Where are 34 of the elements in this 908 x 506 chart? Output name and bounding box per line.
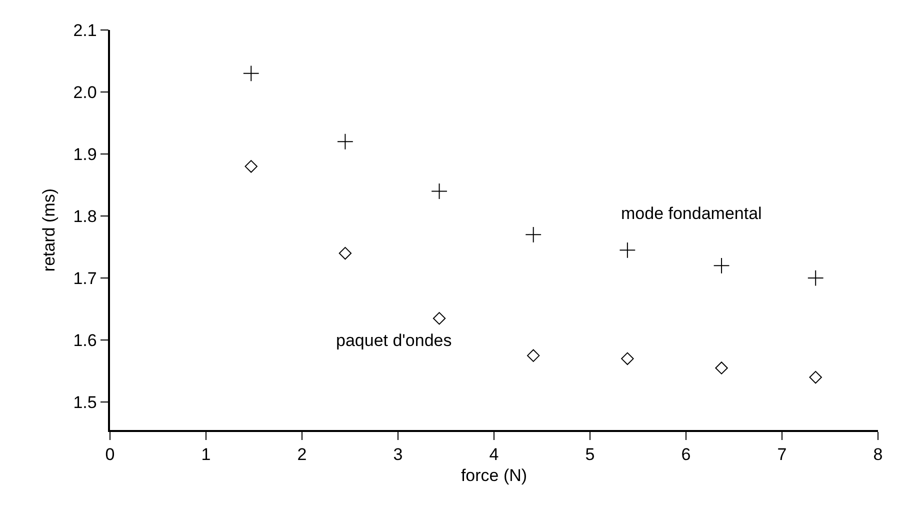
y-axis-title: retard (ms) xyxy=(39,188,58,272)
x-tick-label: 8 xyxy=(873,445,883,464)
x-tick-label: 1 xyxy=(201,445,211,464)
y-tick-label: 1.5 xyxy=(73,393,97,412)
x-axis-title: force (N) xyxy=(460,466,528,486)
y-tick-label: 2.0 xyxy=(73,82,97,102)
y-tick-label: 1.9 xyxy=(73,144,97,164)
point xyxy=(807,270,824,286)
point xyxy=(621,352,634,366)
x-tick-label: 5 xyxy=(585,445,595,464)
point xyxy=(432,312,446,325)
x-tick-label: 2 xyxy=(297,445,307,464)
point xyxy=(715,362,728,374)
point xyxy=(525,226,542,243)
x-tick-label: 6 xyxy=(681,445,691,464)
point xyxy=(619,242,636,258)
point xyxy=(242,65,260,82)
x-tick-label: 0 xyxy=(105,445,115,464)
y-tick-label: 1.7 xyxy=(73,269,97,288)
point xyxy=(337,133,354,150)
x-tick-label: 7 xyxy=(777,445,787,464)
x-tick-label: 3 xyxy=(393,445,403,464)
point xyxy=(431,183,448,200)
point xyxy=(244,160,258,173)
point xyxy=(713,257,730,274)
point xyxy=(527,349,540,362)
x-tick-label: 4 xyxy=(489,445,499,464)
series-label: paquet d'ondes xyxy=(336,331,452,350)
y-tick-label: 2.1 xyxy=(73,20,97,40)
y-tick-label: 1.6 xyxy=(73,331,97,350)
point xyxy=(338,246,352,260)
series-label: mode fondamental xyxy=(621,204,762,223)
y-tick-label: 1.8 xyxy=(73,207,97,226)
point xyxy=(809,370,822,384)
